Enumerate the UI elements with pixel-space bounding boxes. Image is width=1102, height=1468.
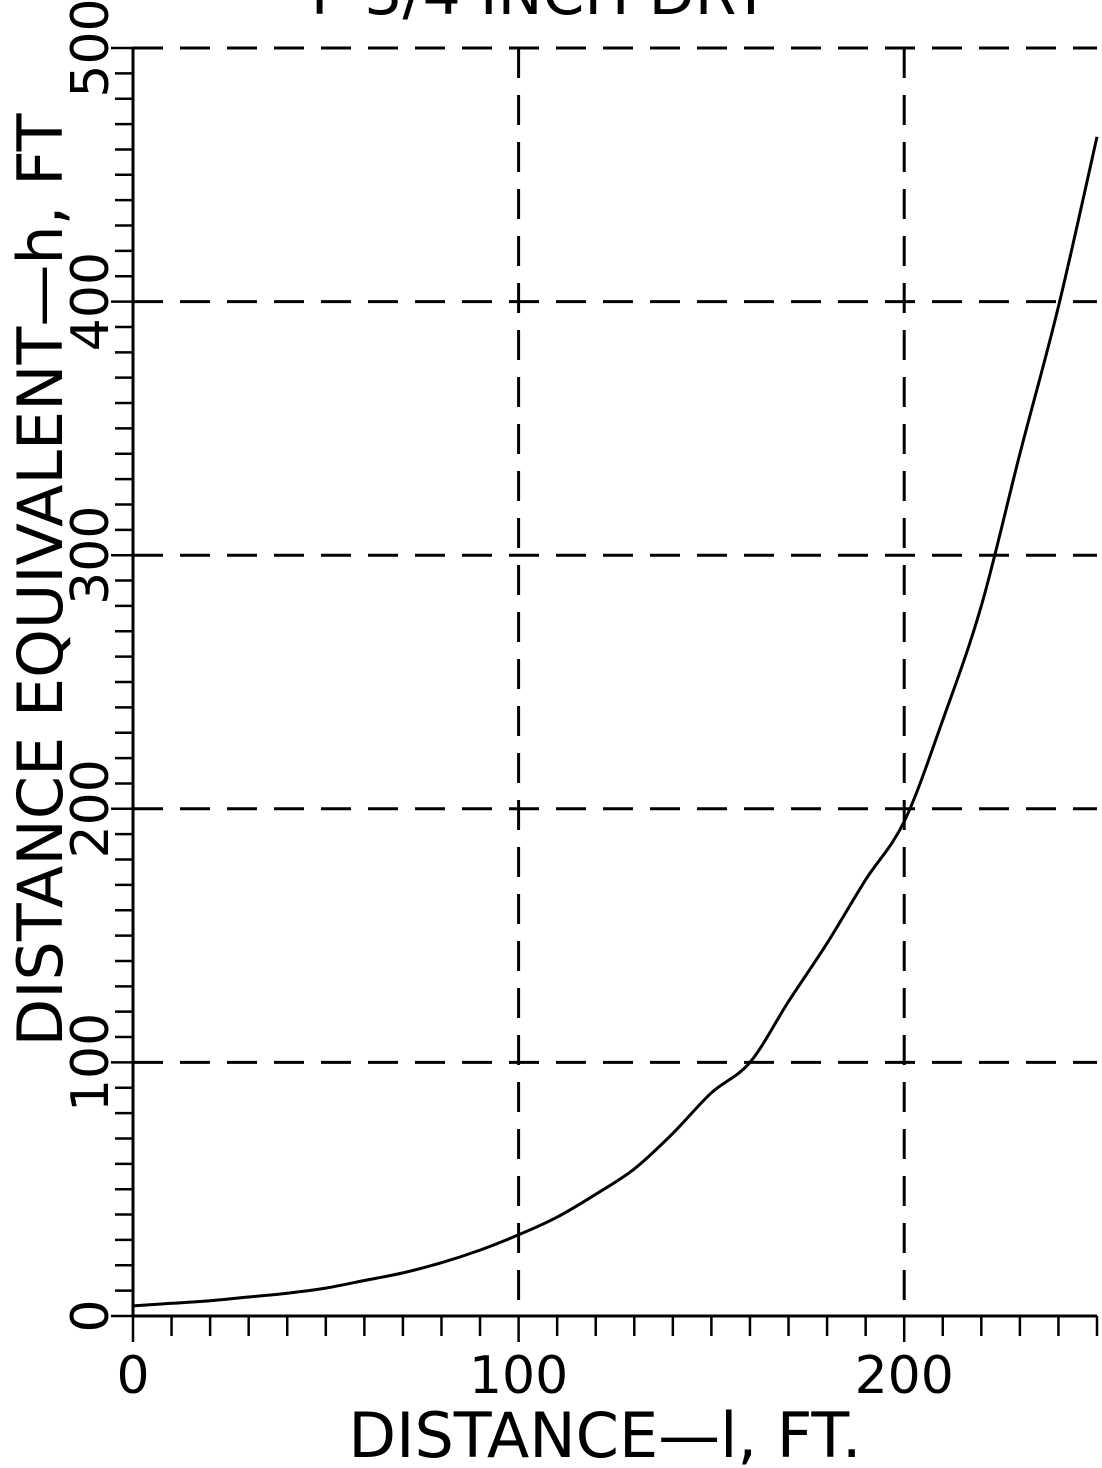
series-group <box>132 136 1099 1308</box>
ticks <box>111 46 1099 1342</box>
x-tick-label-0: 0 <box>116 1346 149 1406</box>
y-tick-label-200: 200 <box>61 759 121 858</box>
y-tick-label-100: 100 <box>61 1013 121 1112</box>
x-tick-label-200: 200 <box>855 1346 954 1406</box>
y-axis-label: DISTANCE EQUIVALENT—h, FT <box>4 112 77 1046</box>
y-tick-label-300: 300 <box>61 506 121 605</box>
series-line-0 <box>132 136 1099 1308</box>
chart-title: F 3/4 INCH DRY <box>311 0 770 29</box>
tick-labels: 0 100 200 300 400 500 0 100 200 <box>61 0 954 1406</box>
x-axis-label: DISTANCE—l, FT. <box>348 1399 861 1468</box>
y-tick-label-400: 400 <box>61 252 121 351</box>
y-tick-label-500: 500 <box>61 0 121 98</box>
x-tick-label-100: 100 <box>469 1346 568 1406</box>
y-tick-label-0: 0 <box>61 1299 121 1332</box>
axes <box>131 48 1097 1318</box>
grid-lines <box>133 46 1097 1316</box>
